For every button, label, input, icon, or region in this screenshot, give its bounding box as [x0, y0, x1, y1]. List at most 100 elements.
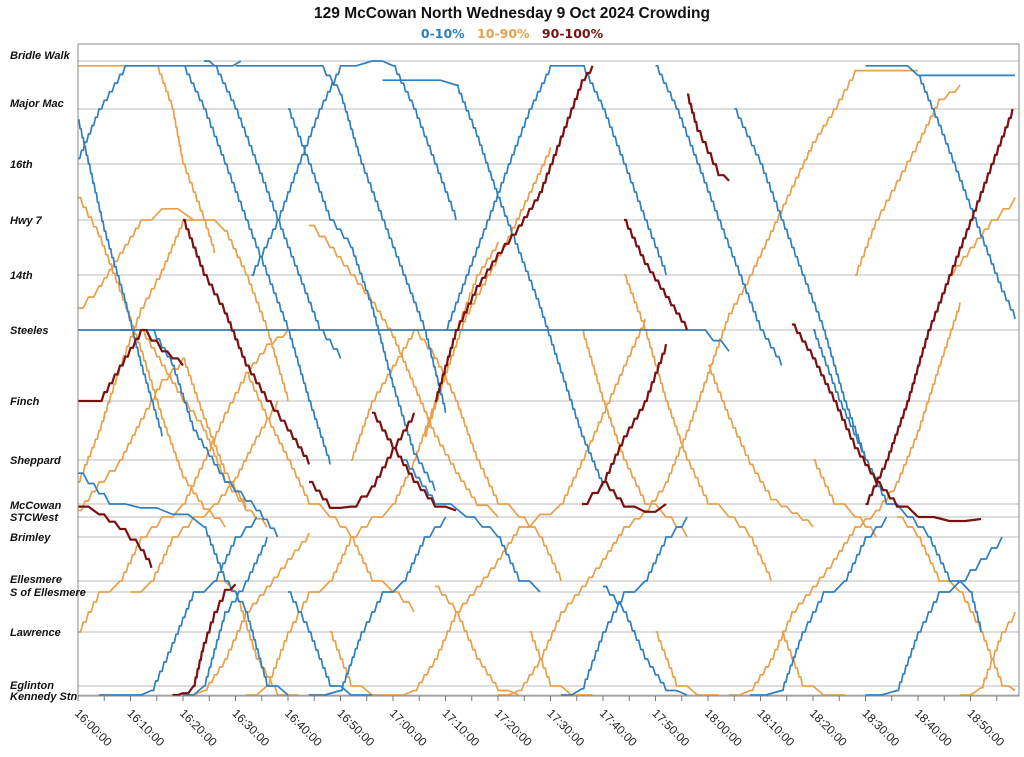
trip-line: [708, 364, 814, 528]
trip-line: [445, 64, 667, 331]
trip-line: [78, 328, 184, 403]
stop-label: 14th: [10, 270, 33, 282]
trip-line: [78, 64, 216, 254]
legend-entry-mid: 10-90%: [477, 26, 530, 41]
stop-label: Steeles: [10, 325, 49, 337]
x-tick-label: 18:50:00: [964, 706, 1007, 749]
trip-line: [424, 147, 552, 438]
trip-line: [561, 516, 688, 696]
trip-line: [624, 274, 772, 582]
trip-line: [183, 218, 311, 465]
trip-line: [183, 64, 331, 465]
trip-line: [865, 536, 1003, 696]
trip-line: [582, 344, 668, 506]
trip-line: [813, 459, 877, 538]
trip-line: [603, 480, 667, 513]
stop-label: STCWest: [10, 512, 59, 524]
x-tick-label: 18:40:00: [912, 706, 955, 749]
gridlines: [78, 60, 1019, 696]
legend-entry-low: 0-10%: [420, 26, 465, 41]
trip-traces: [78, 60, 1016, 697]
trip-line: [309, 516, 447, 696]
trip-line: [99, 516, 258, 696]
trip-line: [204, 60, 342, 359]
series-90-100%: [78, 65, 1014, 697]
trip-line: [78, 207, 194, 309]
trip-line: [330, 631, 393, 696]
trip-line: [949, 197, 1016, 276]
trip-line: [309, 224, 499, 518]
x-tick-label: 16:00:00: [72, 706, 115, 749]
stop-label: McCowan: [10, 500, 62, 512]
trip-line: [435, 585, 520, 696]
trip-line: [855, 84, 961, 276]
stop-label: Sheppard: [10, 455, 61, 467]
x-tick-label: 18:10:00: [754, 706, 797, 749]
trip-line: [382, 79, 604, 487]
trip-line: [235, 64, 447, 413]
trip-line: [603, 585, 688, 696]
series-10-90%: [78, 64, 1016, 696]
trip-line: [729, 302, 961, 696]
stop-label: S of Ellesmere: [10, 587, 86, 599]
x-tick-label: 18:30:00: [859, 706, 902, 749]
stop-labels: Bridle Walk Major Mac 16th Hwy 7 14th Steeles…: [10, 50, 86, 703]
trip-line: [183, 532, 310, 696]
x-tick-label: 17:00:00: [387, 706, 430, 749]
trip-line: [78, 329, 268, 528]
trip-line: [288, 591, 372, 696]
trip-line: [78, 329, 289, 633]
trip-line: [130, 400, 279, 593]
x-tick-label: 16:10:00: [124, 706, 167, 749]
x-tick-label: 16:30:00: [229, 706, 272, 749]
stop-label: Finch: [10, 396, 40, 408]
x-tick-label: 16:50:00: [334, 706, 377, 749]
x-tick-label: 17:50:00: [649, 706, 692, 749]
trip-line: [529, 631, 593, 696]
trip-line: [78, 119, 163, 437]
chart-legend: 0-10% 10-90% 90-100%: [0, 26, 1024, 41]
plot-frame: [77, 43, 1020, 697]
trip-line: [897, 516, 1016, 692]
x-tick-label: 16:40:00: [282, 706, 325, 749]
trip-line: [655, 64, 783, 366]
trip-line: [246, 371, 415, 613]
chart-title: 129 McCowan North Wednesday 9 Oct 2024 C…: [314, 5, 710, 22]
trip-line: [813, 329, 982, 633]
x-tick-label: 17:10:00: [439, 706, 482, 749]
trip-line: [960, 611, 1016, 696]
trip-line: [624, 218, 689, 331]
trip-line: [403, 459, 541, 593]
trip-line: [78, 505, 153, 569]
trip-line: [78, 329, 279, 538]
trip-line: [246, 241, 499, 696]
trip-line: [372, 411, 457, 512]
stop-label: Kennedy Stn: [10, 691, 78, 703]
trip-line: [582, 329, 688, 538]
trip-line: [687, 93, 730, 182]
trip-line: [78, 60, 242, 160]
x-tick-label: 18:20:00: [807, 706, 850, 749]
legend-entry-high: 90-100%: [541, 26, 604, 41]
trip-line: [309, 412, 416, 509]
stop-label: Hwy 7: [10, 215, 43, 227]
trip-line: [78, 196, 226, 528]
trip-line: [792, 323, 919, 518]
x-tick-label: 16:20:00: [177, 706, 220, 749]
trip-line: [918, 515, 982, 523]
x-tick-label: 17:40:00: [597, 706, 640, 749]
trip-line: [865, 108, 1014, 506]
trip-line: [214, 580, 299, 696]
stop-label: Major Mac: [10, 98, 64, 110]
trip-line: [78, 472, 289, 696]
trip-line: [351, 329, 562, 582]
series-0-10%: [78, 60, 1016, 696]
stop-label: 16th: [10, 159, 33, 171]
trip-line: [183, 536, 268, 696]
trip-line: [78, 357, 247, 512]
trip-line: [393, 318, 646, 696]
x-tick-label: 17:30:00: [544, 706, 587, 749]
trip-line: [655, 631, 719, 696]
x-axis: 16:00:00 16:10:00 16:20:00 16:30:00 16:40:00…: [72, 696, 1008, 749]
